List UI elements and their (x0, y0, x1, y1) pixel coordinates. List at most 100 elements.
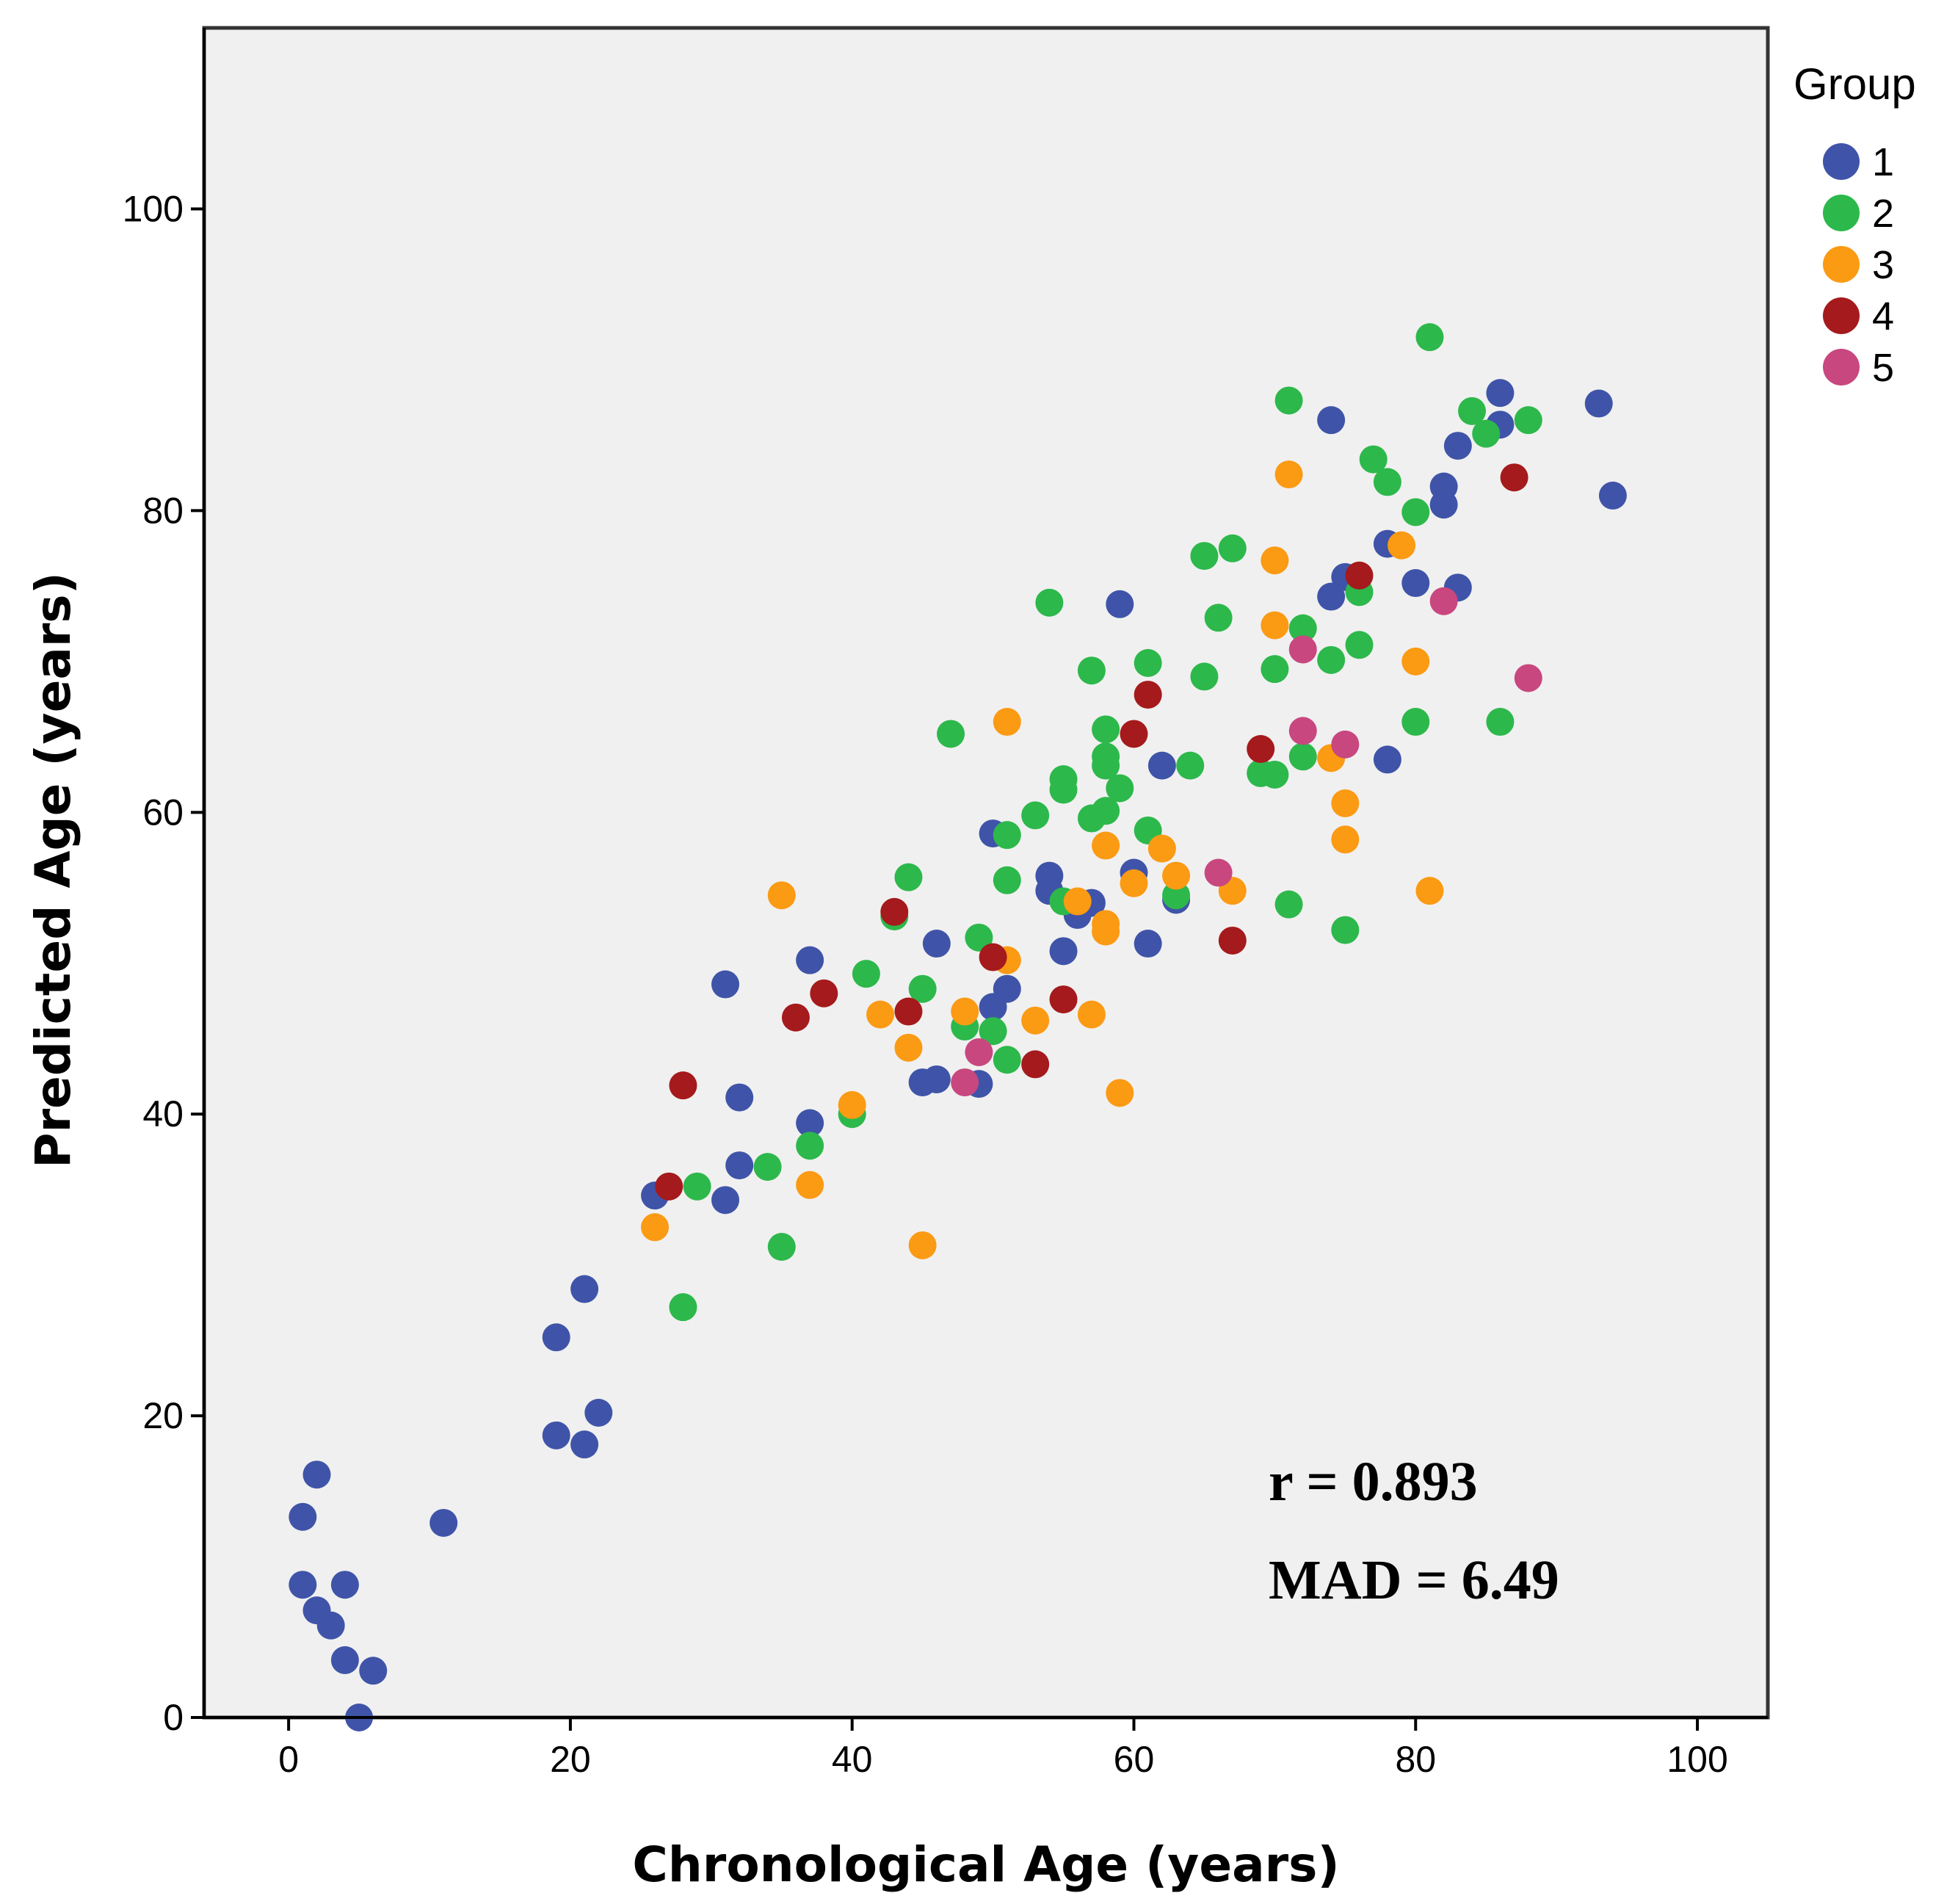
point-group-2-9 (908, 974, 937, 1003)
y-tick-label-20: 20 (142, 1395, 184, 1436)
point-group-4-11 (1218, 926, 1247, 955)
point-group-2-32 (1176, 751, 1205, 780)
point-group-3-3 (838, 1090, 866, 1119)
point-group-5-3 (1288, 635, 1317, 664)
legend-label-3: 3 (1872, 243, 1894, 287)
point-group-5-1 (965, 1038, 993, 1066)
y-tick-label-60: 60 (142, 792, 184, 833)
legend-label-1: 1 (1872, 140, 1894, 184)
x-tick-label-40: 40 (832, 1739, 873, 1780)
point-group-2-47 (1359, 445, 1388, 474)
point-group-2-48 (1373, 468, 1401, 496)
point-group-1-37 (1147, 751, 1176, 780)
point-group-2-20 (1049, 775, 1078, 804)
point-group-1-40 (1317, 582, 1346, 611)
point-group-2-10 (937, 720, 965, 748)
point-group-2-17 (1021, 801, 1050, 830)
point-group-2-12 (965, 923, 993, 952)
point-group-2-1 (683, 1172, 711, 1201)
point-group-2-18 (1035, 588, 1064, 617)
point-group-2-52 (1415, 323, 1444, 352)
point-group-1-16 (711, 1186, 739, 1215)
point-group-1-1 (302, 1460, 331, 1489)
point-group-2-4 (796, 1132, 824, 1160)
point-group-3-19 (1162, 861, 1191, 890)
point-group-3-29 (1415, 877, 1444, 905)
point-group-3-17 (1120, 869, 1148, 897)
point-group-1-46 (1429, 491, 1458, 519)
point-group-2-0 (669, 1293, 697, 1322)
point-group-1-52 (1598, 481, 1627, 510)
point-group-1-43 (1373, 745, 1401, 774)
point-group-1-24 (922, 930, 951, 958)
point-group-2-6 (852, 960, 880, 988)
legend-label-4: 4 (1872, 294, 1894, 339)
point-group-2-3 (767, 1233, 796, 1262)
point-group-1-34 (1106, 590, 1134, 618)
point-group-2-43 (1288, 742, 1317, 771)
y-tick-label-40: 40 (142, 1093, 184, 1134)
point-group-3-18 (1147, 834, 1176, 863)
point-group-2-13 (979, 1017, 1007, 1046)
point-group-3-1 (767, 881, 796, 910)
point-group-4-4 (880, 897, 909, 926)
point-group-1-2 (289, 1571, 317, 1599)
point-group-3-16 (1106, 1079, 1134, 1107)
legend-marker-4 (1823, 297, 1860, 334)
point-group-3-13 (1092, 831, 1120, 860)
x-tick-label-20: 20 (550, 1739, 591, 1780)
point-group-2-49 (1331, 916, 1360, 944)
point-group-4-1 (669, 1071, 697, 1100)
point-group-3-0 (641, 1213, 670, 1242)
legend-marker-1 (1823, 143, 1860, 180)
point-group-3-6 (908, 1231, 937, 1259)
point-group-1-28 (993, 974, 1021, 1003)
point-group-1-10 (542, 1323, 570, 1352)
point-group-1-21 (796, 946, 824, 974)
point-group-2-22 (1077, 656, 1106, 685)
point-group-3-5 (894, 1033, 923, 1062)
legend-label-2: 2 (1872, 192, 1894, 236)
point-group-1-31 (1049, 937, 1078, 966)
point-group-2-44 (1317, 645, 1346, 674)
point-group-2-56 (1514, 406, 1542, 435)
point-group-2-16 (993, 1046, 1021, 1074)
point-group-1-11 (570, 1275, 599, 1303)
point-group-3-4 (866, 1000, 895, 1029)
point-group-4-9 (1120, 720, 1148, 748)
data-points (289, 323, 1627, 1731)
point-group-2-2 (753, 1153, 782, 1181)
point-group-1-44 (1401, 569, 1430, 598)
legend-marker-2 (1823, 195, 1860, 231)
point-group-5-0 (951, 1068, 979, 1097)
point-group-4-5 (894, 997, 923, 1026)
point-group-4-6 (979, 943, 1007, 971)
point-group-2-26 (1092, 751, 1120, 780)
point-group-1-9 (429, 1508, 458, 1537)
point-group-5-2 (1204, 858, 1233, 887)
point-group-2-51 (1401, 708, 1430, 736)
x-axis-title: Chronological Age (years) (632, 1836, 1339, 1893)
point-group-3-25 (1331, 789, 1360, 817)
point-group-5-5 (1331, 730, 1360, 759)
point-group-2-54 (1472, 419, 1501, 448)
point-group-2-34 (1190, 542, 1219, 571)
y-tick-label-100: 100 (123, 189, 184, 230)
point-group-2-29 (1134, 648, 1162, 677)
legend-marker-5 (1823, 349, 1860, 385)
legend-title: Group (1794, 59, 1916, 109)
point-group-1-12 (542, 1421, 570, 1449)
y-axis: 0 20 40 60 80 100 (123, 28, 206, 1738)
legend-marker-3 (1823, 246, 1860, 283)
point-group-4-14 (1500, 463, 1528, 492)
point-group-3-26 (1331, 825, 1360, 854)
point-group-1-0 (289, 1502, 317, 1531)
x-tick-label-80: 80 (1395, 1739, 1436, 1780)
point-group-2-15 (993, 866, 1021, 894)
point-group-3-7 (951, 997, 979, 1026)
point-group-2-33 (1190, 662, 1219, 691)
point-group-1-4 (316, 1611, 345, 1640)
point-group-2-50 (1401, 498, 1430, 526)
point-group-4-7 (1021, 1050, 1050, 1079)
